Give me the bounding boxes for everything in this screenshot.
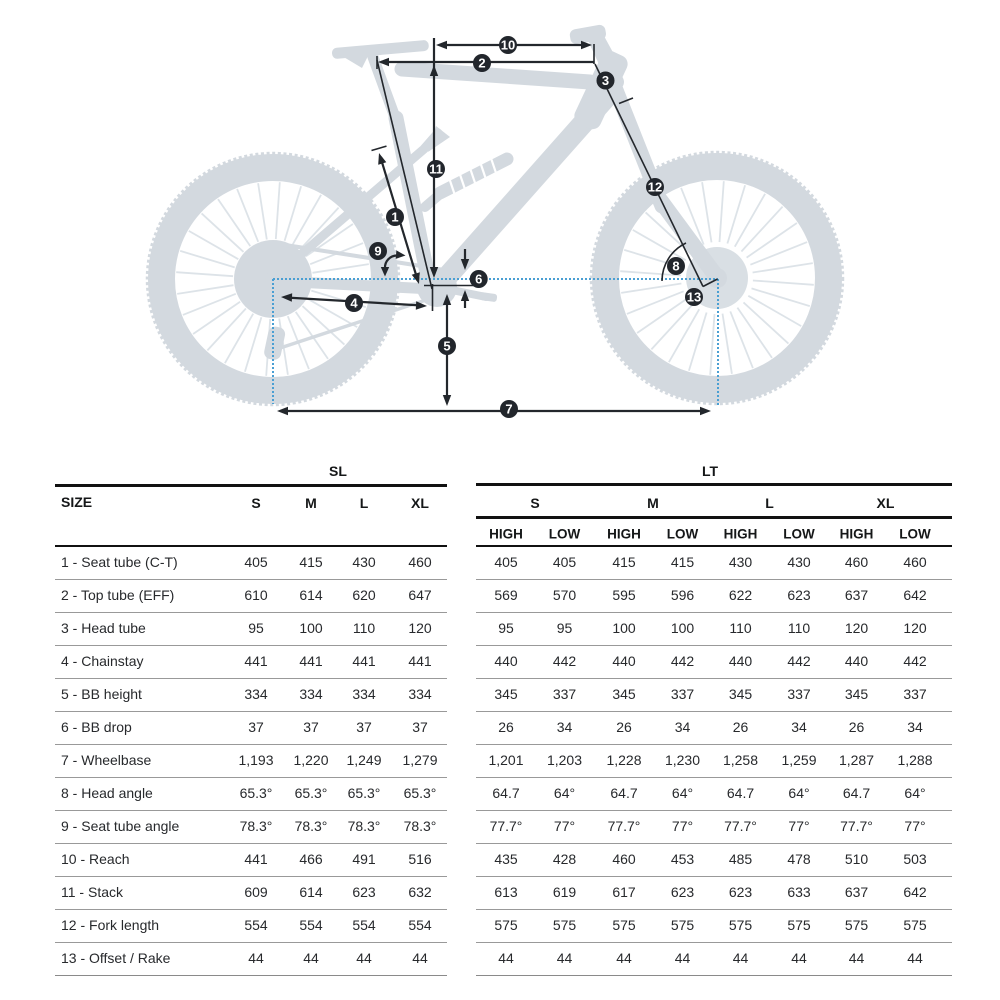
svg-text:10: 10 (501, 38, 515, 53)
svg-text:1: 1 (391, 210, 398, 225)
svg-text:2: 2 (478, 56, 485, 71)
svg-text:3: 3 (602, 73, 609, 88)
svg-text:6: 6 (475, 272, 482, 287)
svg-text:4: 4 (350, 296, 358, 311)
svg-text:7: 7 (505, 402, 512, 417)
svg-text:11: 11 (429, 162, 443, 177)
svg-text:5: 5 (443, 339, 450, 354)
svg-text:13: 13 (687, 290, 701, 305)
svg-text:12: 12 (648, 180, 662, 195)
svg-text:8: 8 (672, 259, 679, 274)
svg-text:9: 9 (374, 244, 381, 259)
